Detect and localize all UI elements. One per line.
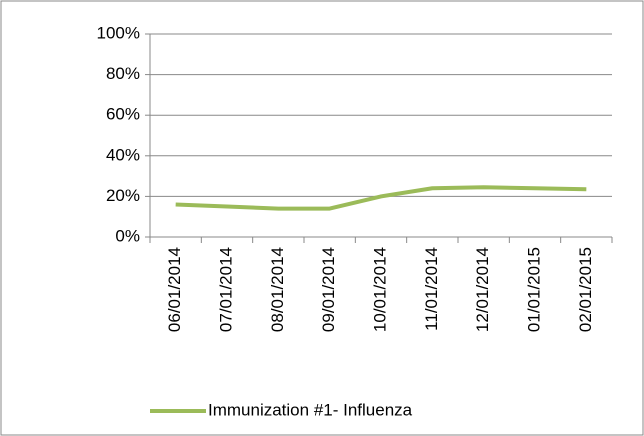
- x-tick-label: 09/01/2014: [319, 247, 338, 332]
- y-tick-label: 40%: [106, 145, 140, 164]
- y-tick-label: 20%: [106, 186, 140, 205]
- y-tick-label: 60%: [106, 105, 140, 124]
- x-tick-label: 12/01/2014: [473, 247, 492, 332]
- x-tick-label: 06/01/2014: [165, 247, 184, 332]
- x-tick-label: 02/01/2015: [576, 247, 595, 332]
- y-tick-label: 0%: [115, 226, 140, 245]
- x-tick-label: 07/01/2014: [216, 247, 235, 332]
- x-tick-label: 10/01/2014: [370, 247, 389, 332]
- y-tick-label: 100%: [97, 23, 140, 42]
- y-tick-label: 80%: [106, 64, 140, 83]
- legend-label: Immunization #1- Influenza: [208, 400, 413, 419]
- x-tick-label: 08/01/2014: [268, 247, 287, 332]
- x-tick-label: 01/01/2015: [524, 247, 543, 332]
- x-tick-label: 11/01/2014: [422, 247, 441, 331]
- series-line: [175, 185, 587, 211]
